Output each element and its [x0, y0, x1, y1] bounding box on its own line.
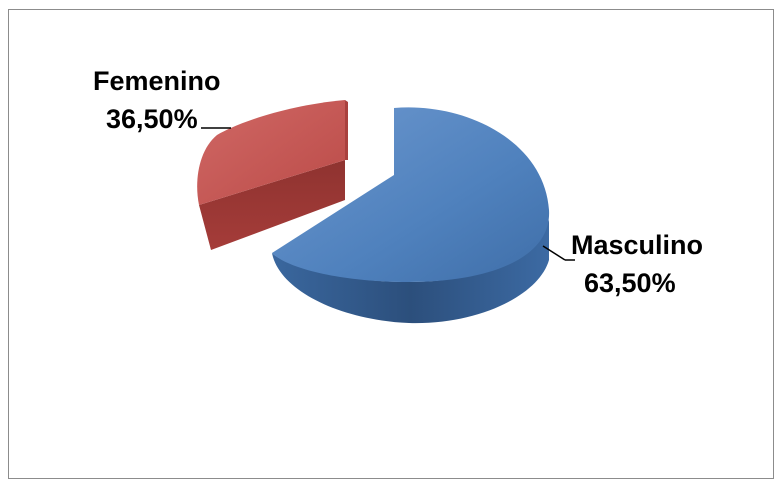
pie-slice-femenino-top	[197, 100, 345, 205]
pie-slice-masculino-side	[272, 220, 549, 324]
pie-slice-masculino	[272, 107, 550, 324]
pie-slice-femenino	[197, 100, 348, 250]
chart-frame: Femenino 36,50% Masculino 63,50%	[8, 9, 774, 479]
pie-slice-femenino-right-face	[345, 100, 348, 160]
leader-line-masculino	[542, 245, 566, 261]
pie-slice-masculino-top	[272, 107, 550, 282]
data-label-masculino-name: Masculino	[571, 230, 703, 260]
pie-slice-femenino-side	[199, 160, 345, 250]
data-label-femenino-name: Femenino	[93, 66, 221, 96]
data-label-masculino-value: 63,50%	[584, 268, 676, 298]
data-label-femenino-value: 36,50%	[106, 104, 198, 134]
pie-chart: Femenino 36,50% Masculino 63,50%	[93, 66, 703, 324]
